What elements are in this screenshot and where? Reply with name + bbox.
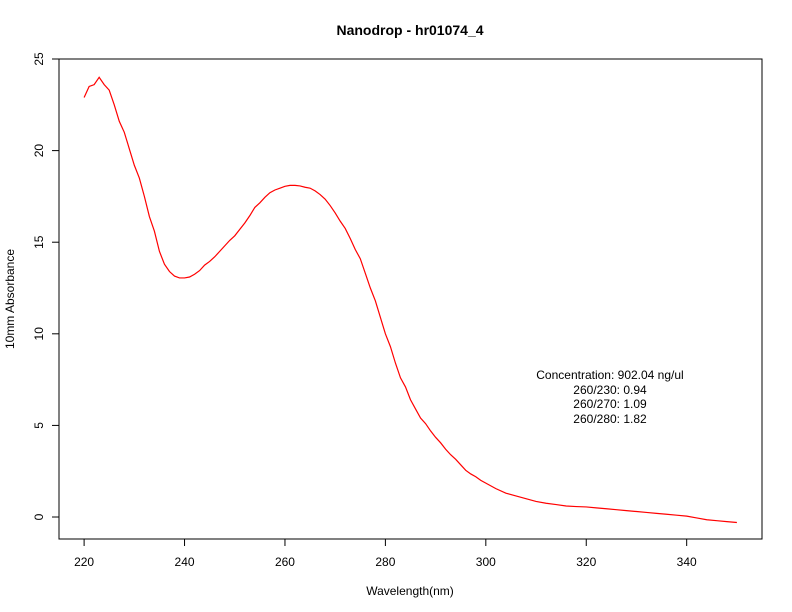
y-tick-label: 15	[32, 235, 46, 249]
x-tick-label: 260	[275, 555, 295, 569]
x-tick-label: 320	[576, 555, 596, 569]
x-axis-label: Wavelength(nm)	[366, 584, 454, 598]
absorbance-series-line	[83, 76, 737, 524]
x-tick-label: 280	[375, 555, 395, 569]
plot-frame	[58, 58, 763, 540]
x-tick-label: 340	[677, 555, 697, 569]
x-tick-label: 220	[74, 555, 94, 569]
y-axis-label: 10mm Absorbance	[3, 249, 17, 349]
x-axis: 220 240 260 280 300 320 340	[74, 539, 697, 569]
chart-title: Nanodrop - hr01074_4	[336, 22, 483, 38]
y-tick-label: 25	[32, 52, 46, 66]
measurement-annotations: Concentration: 902.04 ng/ul 260/230: 0.9…	[536, 368, 683, 426]
y-tick-label: 0	[32, 513, 46, 520]
ratio-260-230-annotation: 260/230: 0.94	[573, 383, 647, 397]
ratio-260-280-annotation: 260/280: 1.82	[573, 412, 647, 426]
y-tick-label: 5	[32, 422, 46, 429]
y-tick-label: 10	[32, 327, 46, 341]
x-tick-label: 300	[476, 555, 496, 569]
y-axis: 0 5 10 15 20 25	[32, 52, 59, 520]
ratio-260-270-annotation: 260/270: 1.09	[573, 397, 647, 411]
x-tick-label: 240	[175, 555, 195, 569]
concentration-annotation: Concentration: 902.04 ng/ul	[536, 368, 683, 382]
y-tick-label: 20	[32, 144, 46, 158]
